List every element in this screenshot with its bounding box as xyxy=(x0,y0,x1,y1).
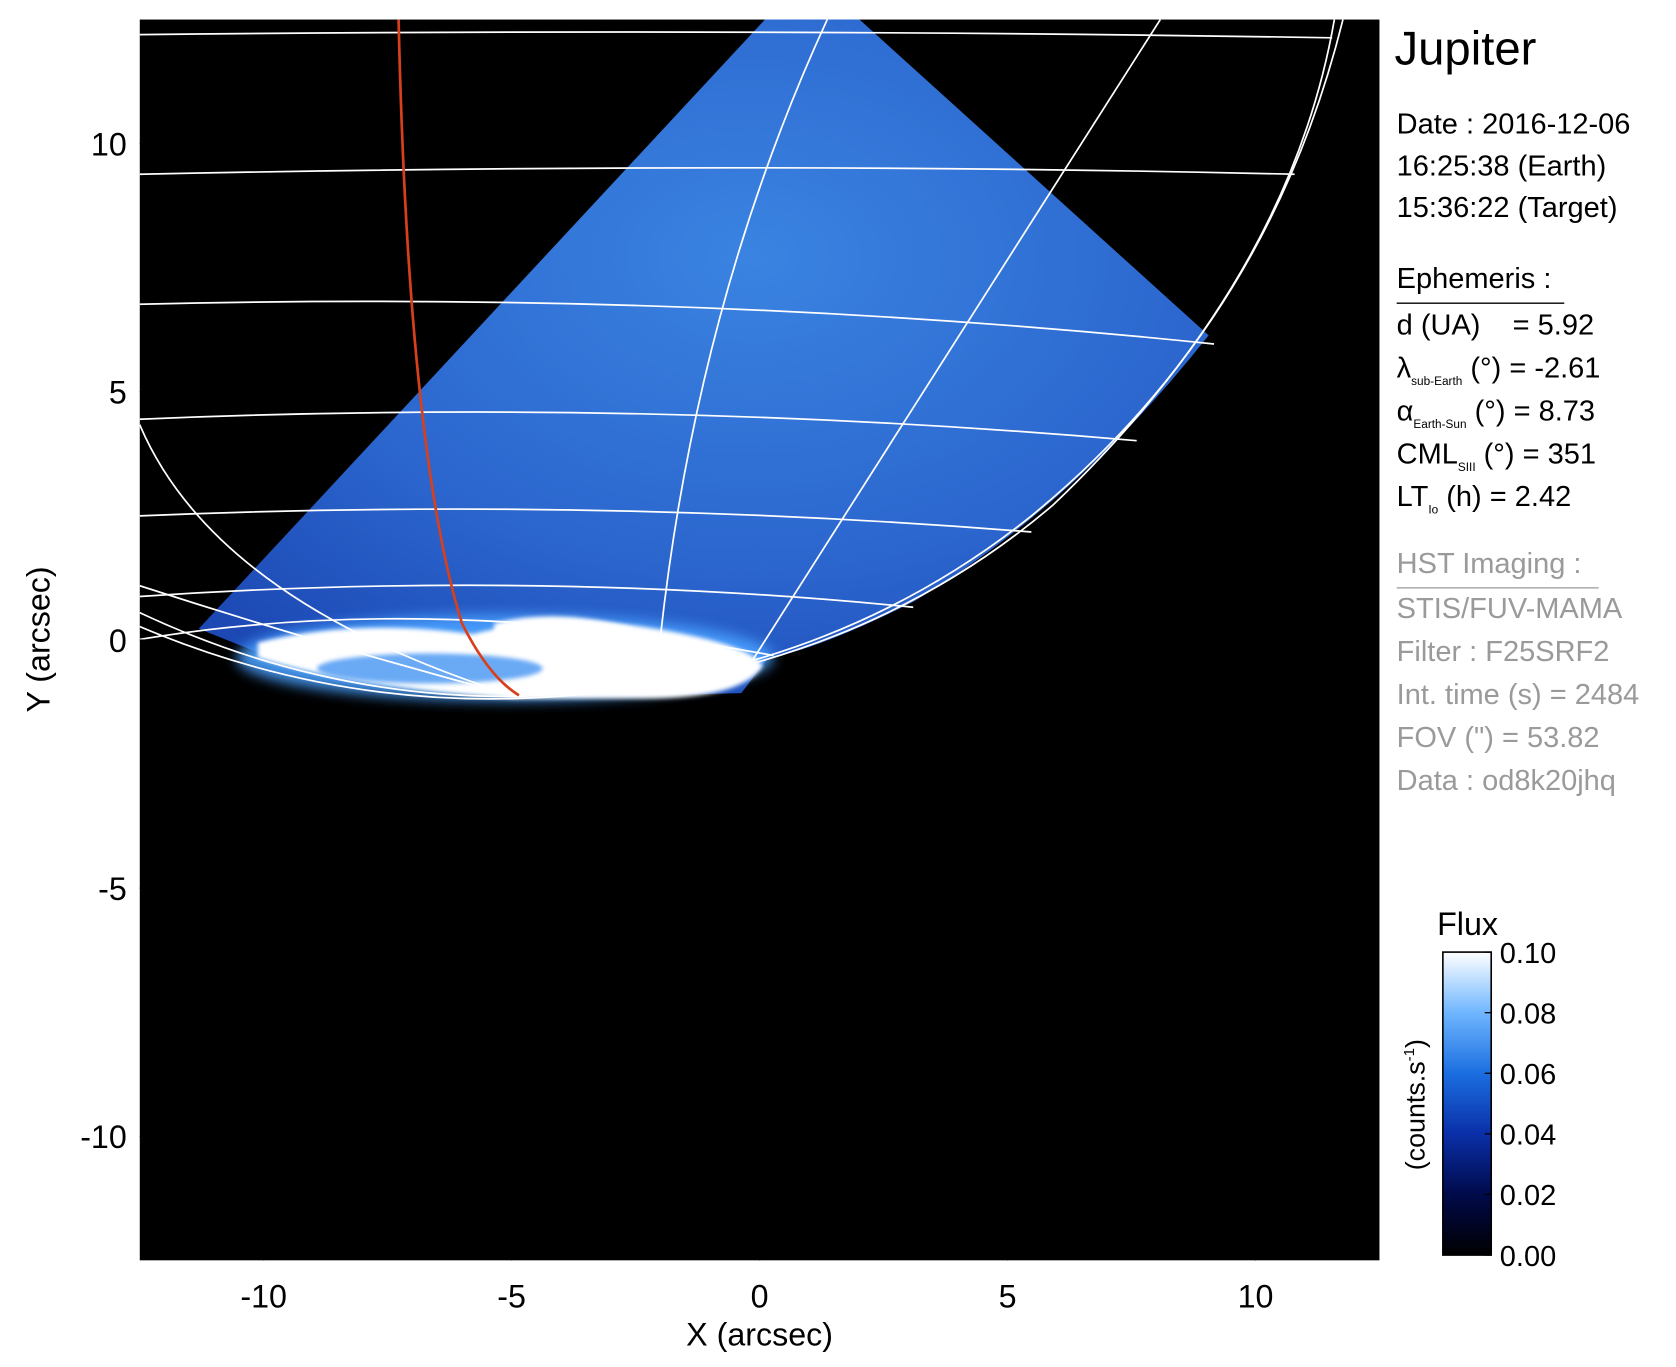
row-value: (°) = 8.73 xyxy=(1467,395,1595,427)
hst-line: Int. time (s) = 2484 xyxy=(1397,679,1640,711)
image xyxy=(139,19,1380,1261)
y-tick-label: -5 xyxy=(98,871,127,907)
y-tick-label: 0 xyxy=(109,623,127,659)
ephemeris-heading: Ephemeris : xyxy=(1397,263,1552,295)
row-value: (°) = -2.61 xyxy=(1462,352,1600,384)
row-symbol: λ xyxy=(1397,352,1412,384)
hst-line: STIS/FUV-MAMA xyxy=(1397,593,1623,625)
row-symbol: LT xyxy=(1397,481,1429,513)
ephemeris-row: LTIo (h) = 2.42 xyxy=(1397,481,1572,517)
ephemeris-row: CMLSIII (°) = 351 xyxy=(1397,438,1596,474)
row-symbol: α xyxy=(1397,395,1414,427)
colorbar xyxy=(1442,951,1493,1256)
x-tick-label: 0 xyxy=(751,1279,769,1315)
colorbar-tick-label: 0.02 xyxy=(1500,1180,1556,1212)
units-sup: -1 xyxy=(1401,1048,1418,1061)
row-value: (h) = 2.42 xyxy=(1438,481,1571,513)
ephemeris-row: d (UA) = 5.92 xyxy=(1397,309,1594,341)
hst-line: Data : od8k20jhq xyxy=(1397,765,1616,797)
colorbar-tick-label: 0.00 xyxy=(1500,1241,1556,1273)
units-text: (counts.s xyxy=(1401,1061,1431,1170)
planet-grid xyxy=(139,19,1344,700)
row-value: = 5.92 xyxy=(1480,309,1594,341)
colorbar-label: Flux xyxy=(1437,906,1498,942)
x-axis-label: X (arcsec) xyxy=(686,1316,833,1352)
aurora-inner xyxy=(316,653,543,684)
colorbar-tick-label: 0.08 xyxy=(1500,998,1556,1030)
units-close: ) xyxy=(1401,1039,1431,1048)
x-tick-label: -10 xyxy=(240,1279,287,1315)
hst-line: Filter : F25SRF2 xyxy=(1397,636,1610,668)
chart-title: Jupiter xyxy=(1395,23,1537,76)
ephemeris-row: αEarth-Sun (°) = 8.73 xyxy=(1397,395,1595,431)
central-meridian xyxy=(397,19,520,697)
hst-line: FOV (") = 53.82 xyxy=(1397,722,1600,754)
colorbar-tick-label: 0.06 xyxy=(1500,1059,1556,1091)
colorbar-tick-label: 0.10 xyxy=(1500,938,1556,970)
row-subscript: sub-Earth xyxy=(1411,374,1462,388)
date-line: 16:25:38 (Earth) xyxy=(1397,150,1607,182)
row-symbol: CML xyxy=(1397,438,1458,470)
ephemeris-row: λsub-Earth (°) = -2.61 xyxy=(1397,352,1601,388)
row-subscript: SIII xyxy=(1458,460,1476,474)
y-tick-label: -10 xyxy=(80,1119,127,1155)
colorbar-tick-label: 0.04 xyxy=(1500,1120,1556,1152)
hst-heading: HST Imaging : xyxy=(1397,548,1582,580)
y-tick-label: 5 xyxy=(109,375,127,411)
date-line: 15:36:22 (Target) xyxy=(1397,192,1618,224)
y-tick-label: 10 xyxy=(91,126,127,162)
date-line: Date : 2016-12-06 xyxy=(1397,108,1631,140)
y-axis-label: Y (arcsec) xyxy=(20,566,56,712)
row-value: (°) = 351 xyxy=(1476,438,1596,470)
x-tick-label: -5 xyxy=(497,1279,526,1315)
row-subscript: Earth-Sun xyxy=(1413,417,1466,431)
emission-region xyxy=(198,19,1209,699)
x-tick-label: 10 xyxy=(1238,1279,1274,1315)
x-tick-label: 5 xyxy=(999,1279,1017,1315)
colorbar-units: (counts.s-1) xyxy=(1401,1039,1431,1170)
row-symbol: d (UA) xyxy=(1397,309,1481,341)
row-subscript: Io xyxy=(1428,503,1438,517)
